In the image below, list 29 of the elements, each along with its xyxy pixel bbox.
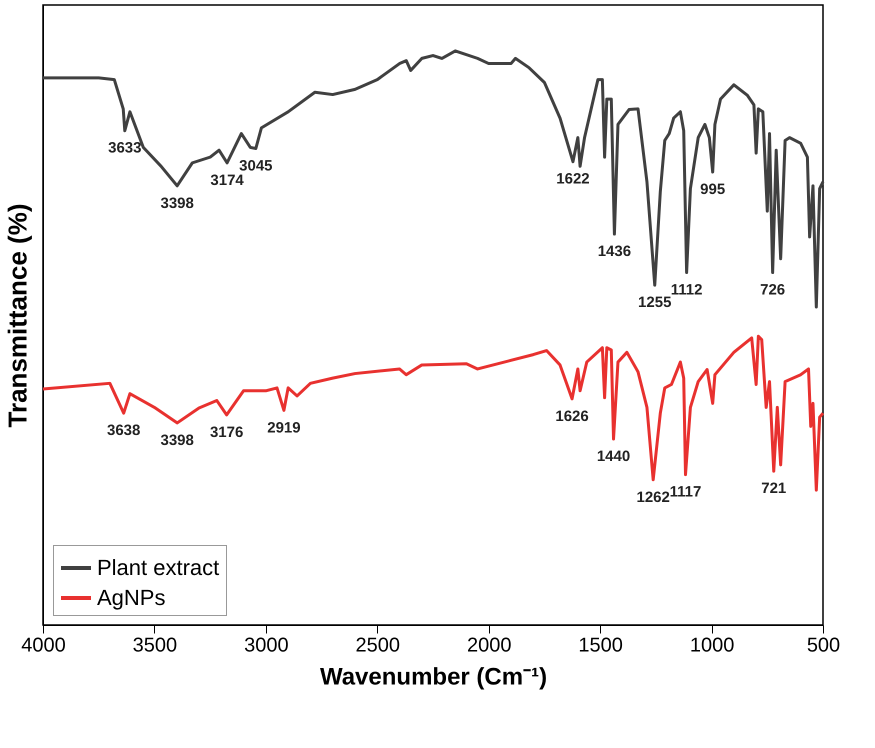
annotation: 1262 xyxy=(636,488,670,506)
legend-label: Plant extract xyxy=(97,555,220,580)
annotation: 726 xyxy=(760,282,786,299)
annotation: 3176 xyxy=(210,424,244,441)
x-axis-title: Wavenumber (Cm⁻¹) xyxy=(320,664,548,690)
x-tick-label: 1000 xyxy=(690,634,734,656)
annotation: 1436 xyxy=(598,243,632,260)
x-tick-label: 3000 xyxy=(244,634,289,656)
x-tick-label: 500 xyxy=(806,634,840,656)
annotation: 3633 xyxy=(108,140,142,157)
x-tick-label: 1500 xyxy=(578,634,623,656)
annotation: 721 xyxy=(761,480,786,498)
annotation: 1626 xyxy=(555,408,589,425)
annotation: 3638 xyxy=(106,422,140,440)
annotation: 995 xyxy=(700,181,726,198)
annotation: 3398 xyxy=(160,194,194,212)
x-tick-label: 3500 xyxy=(132,634,178,656)
x-tick-label: 2000 xyxy=(466,634,512,656)
legend-label: AgNPs xyxy=(97,585,166,610)
x-tick-label: 4000 xyxy=(21,634,66,656)
y-axis-title: Transmittance (%) xyxy=(2,204,32,428)
annotation: 2919 xyxy=(267,419,301,436)
annotation: 3398 xyxy=(160,432,194,449)
annotation: 1622 xyxy=(556,170,590,188)
annotation: 1255 xyxy=(638,294,672,312)
annotation: 1440 xyxy=(596,448,630,465)
annotation: 1112 xyxy=(670,282,702,299)
x-tick-label: 2500 xyxy=(356,634,400,656)
annotation: 1117 xyxy=(670,484,702,501)
